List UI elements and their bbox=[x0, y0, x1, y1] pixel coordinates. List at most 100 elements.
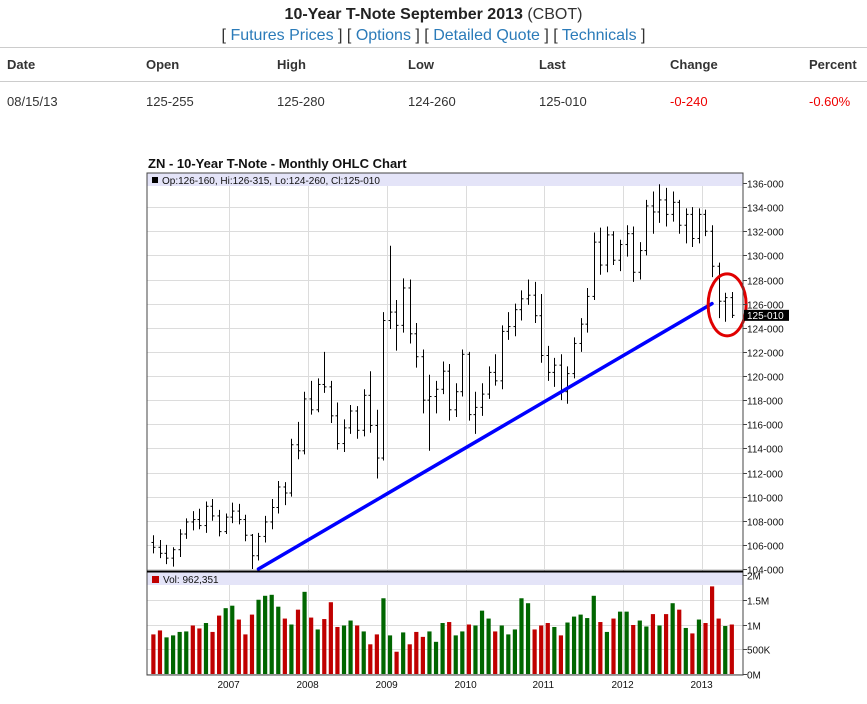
volume-bar bbox=[644, 626, 649, 674]
volume-tick-label: 500K bbox=[747, 646, 771, 657]
ohlc-bar bbox=[368, 371, 373, 433]
volume-bar bbox=[598, 622, 603, 674]
contract-name: 10-Year T-Note September 2013 bbox=[284, 6, 523, 23]
cell-date: 08/15/13 bbox=[7, 94, 58, 109]
ohlc-bar bbox=[723, 292, 728, 322]
volume-bar bbox=[315, 629, 320, 674]
ohlc-bar bbox=[487, 366, 492, 399]
price-tick-label: 134-000 bbox=[747, 204, 784, 215]
volume-bar bbox=[453, 635, 458, 674]
ohlc-bar bbox=[224, 513, 229, 535]
volume-bar bbox=[374, 634, 379, 674]
volume-bar bbox=[217, 615, 222, 674]
volume-bar bbox=[341, 625, 347, 674]
price-tick-label: 128-000 bbox=[747, 277, 784, 288]
ohlc-bar bbox=[329, 380, 334, 424]
ohlc-bar bbox=[460, 349, 465, 397]
volume-bar bbox=[473, 625, 478, 674]
volume-bar bbox=[532, 629, 537, 674]
ohlc-bar bbox=[526, 279, 531, 305]
price-tick-label: 130-000 bbox=[747, 252, 784, 263]
volume-bar bbox=[690, 633, 695, 674]
volume-bar bbox=[558, 635, 564, 674]
price-tick-label: 120-000 bbox=[747, 373, 784, 384]
quote-links: [ Futures Prices ] [ Options ] [ Detaile… bbox=[221, 27, 646, 44]
volume-bar bbox=[466, 624, 471, 674]
ohlc-bar bbox=[296, 421, 301, 460]
ohlc-bar bbox=[447, 363, 452, 421]
ohlc-bar bbox=[184, 518, 189, 539]
detailed-quote-link[interactable]: Detailed Quote bbox=[433, 27, 540, 44]
volume-bars bbox=[151, 586, 734, 674]
volume-bar bbox=[604, 631, 610, 674]
ohlc-bar bbox=[335, 402, 340, 450]
ohlc-bar bbox=[381, 312, 386, 461]
ohlc-bar bbox=[217, 509, 222, 537]
ohlc-bar bbox=[697, 208, 702, 244]
ohlc-bar bbox=[519, 290, 524, 321]
price-tick-label: 110-000 bbox=[747, 494, 783, 505]
volume-bar bbox=[361, 631, 366, 674]
volume-bar bbox=[171, 635, 176, 674]
volume-bar bbox=[230, 605, 235, 674]
ohlc-bar bbox=[230, 502, 235, 524]
ohlc-bar bbox=[342, 419, 347, 453]
ohlc-bar bbox=[204, 501, 209, 533]
volume-bar bbox=[539, 625, 544, 674]
ohlc-bar bbox=[631, 226, 636, 282]
time-tick-label: 2007 bbox=[218, 680, 241, 691]
volume-bar bbox=[249, 614, 255, 674]
ohlc-bar bbox=[421, 349, 426, 414]
volume-bar bbox=[709, 586, 715, 674]
ohlc-bar bbox=[388, 245, 393, 329]
volume-bar bbox=[197, 628, 202, 674]
ohlc-bar bbox=[710, 225, 715, 278]
volume-bar bbox=[519, 598, 524, 674]
time-tick-label: 2010 bbox=[455, 680, 478, 691]
trend-line bbox=[256, 301, 714, 571]
price-tick-label: 122-000 bbox=[747, 349, 784, 360]
ohlc-bar bbox=[671, 191, 676, 222]
volume-bar bbox=[282, 618, 287, 674]
col-low: Low bbox=[401, 47, 532, 82]
ohlc-bar bbox=[585, 287, 590, 333]
ohlc-bar bbox=[618, 239, 623, 272]
volume-tick-label: 0M bbox=[747, 671, 761, 682]
volume-bar bbox=[493, 631, 498, 674]
volume-bar bbox=[335, 626, 340, 674]
ohlc-bar bbox=[513, 303, 518, 337]
price-tick-label: 118-000 bbox=[747, 397, 783, 408]
ohlc-legend-label: Op:126-160, Hi:126-315, Lo:124-260, Cl:1… bbox=[162, 176, 380, 187]
ohlc-bar bbox=[427, 374, 432, 451]
volume-bar bbox=[479, 610, 485, 674]
cell-open: 125-255 bbox=[146, 94, 194, 109]
ohlc-bar bbox=[210, 499, 215, 521]
volume-bar bbox=[670, 603, 675, 674]
technicals-link[interactable]: Technicals bbox=[561, 27, 637, 44]
price-tick-label: 104-000 bbox=[747, 566, 784, 577]
volume-bar bbox=[611, 618, 616, 674]
futures-prices-link[interactable]: Futures Prices bbox=[230, 27, 334, 44]
volume-bar bbox=[591, 595, 596, 674]
ohlc-bar bbox=[283, 482, 288, 506]
volume-bar bbox=[565, 622, 570, 674]
ohlc-bar bbox=[533, 281, 538, 323]
quote-table: Date Open High Low Last Change Percent 0… bbox=[0, 47, 867, 121]
price-tick-label: 108-000 bbox=[747, 518, 784, 529]
ohlc-bar bbox=[158, 540, 163, 559]
ohlc-bar bbox=[375, 409, 380, 479]
ohlc-bar bbox=[276, 480, 281, 514]
volume-bar bbox=[650, 614, 656, 674]
price-tick-label: 106-000 bbox=[747, 542, 784, 553]
ohlc-bar bbox=[348, 404, 353, 434]
volume-bar bbox=[637, 620, 642, 674]
quote-row: 08/15/13 125-255 125-280 124-260 125-010… bbox=[0, 82, 867, 122]
ohlc-bar bbox=[151, 535, 156, 554]
volume-bar bbox=[703, 623, 708, 674]
options-link[interactable]: Options bbox=[355, 27, 411, 44]
price-tick-label: 136-000 bbox=[747, 180, 784, 191]
volume-panel-header bbox=[147, 572, 743, 585]
volume-bar bbox=[269, 594, 274, 674]
ohlc-bar bbox=[250, 534, 255, 569]
volume-bar bbox=[236, 619, 241, 674]
